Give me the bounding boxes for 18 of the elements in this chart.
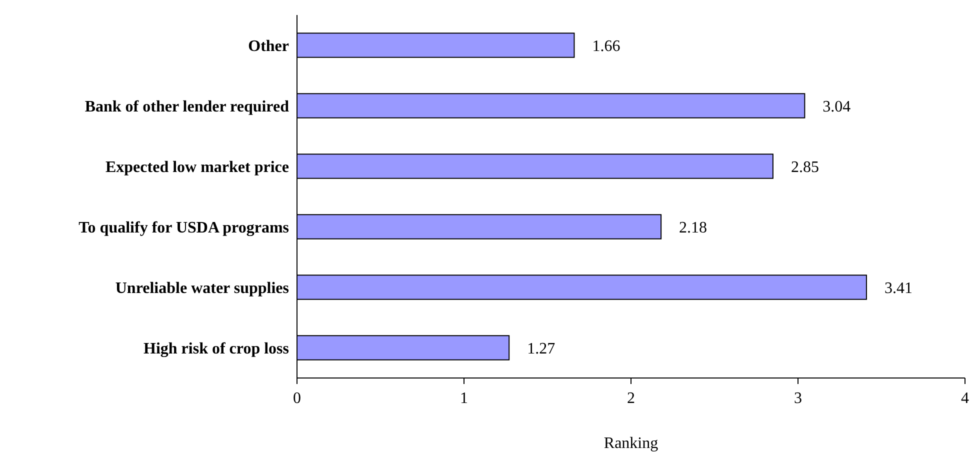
y-tick-label: High risk of crop loss <box>144 340 289 358</box>
y-tick-label: To qualify for USDA programs <box>78 219 289 236</box>
x-tick-label: 3 <box>794 390 802 407</box>
x-tick-label: 4 <box>961 390 969 407</box>
y-tick-label: Other <box>248 38 289 55</box>
data-label: 3.04 <box>822 98 851 116</box>
x-axis-title: Ranking <box>604 435 658 452</box>
data-label: 1.27 <box>527 340 556 358</box>
data-label: 1.66 <box>592 38 620 55</box>
data-label: 2.85 <box>790 158 819 176</box>
data-label: 2.18 <box>679 219 708 236</box>
y-tick-label: Bank of other lender required <box>84 98 290 116</box>
y-tick-label: Expected low market price <box>105 158 289 176</box>
x-tick-label: 2 <box>627 390 635 407</box>
x-tick-label: 0 <box>293 390 301 407</box>
data-label: 3.41 <box>884 280 912 297</box>
y-tick-label: Unreliable water supplies <box>115 280 289 297</box>
x-tick-label: 1 <box>460 390 468 407</box>
